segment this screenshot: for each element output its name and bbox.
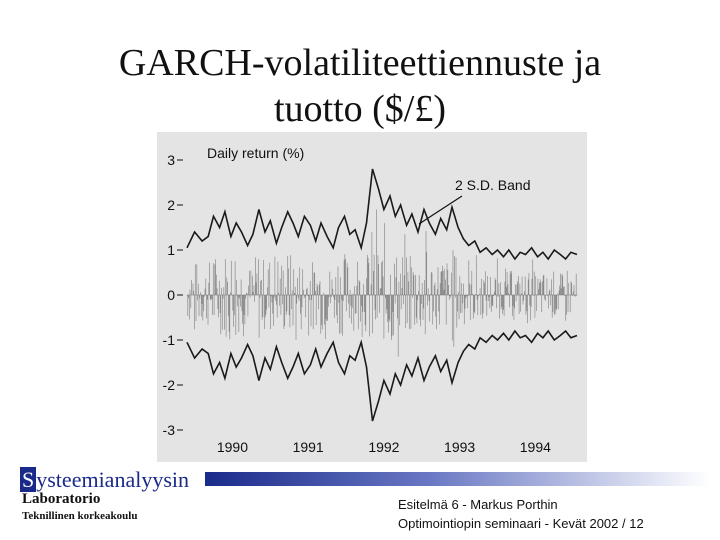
axis: 3 2 1 0 -1 -2 -3 1990 1991 1992 1993 1994 (163, 152, 577, 455)
y-tick-label: 1 (167, 242, 175, 258)
y-tick-label: -2 (163, 377, 176, 393)
slide-title-line2: tuotto ($/£) (273, 88, 447, 130)
slide-title: GARCH-volatiliteettiennuste ja tuotto ($… (60, 40, 660, 132)
x-tick-label: 1990 (217, 439, 248, 455)
footer-line2: Optimointiopin seminaari - Kevät 2002 / … (398, 516, 644, 531)
chart-title: Daily return (%) (207, 145, 304, 161)
return-chart: 3 2 1 0 -1 -2 -3 1990 1991 1992 1993 1994 Daily ret… (163, 145, 578, 455)
logo-line3: Teknillinen korkeakoulu (22, 510, 138, 522)
footer-line1: Esitelmä 6 - Markus Porthin (398, 497, 558, 512)
y-tick-label: 3 (167, 152, 175, 168)
x-tick-label: 1993 (444, 439, 475, 455)
logo-initial: S (20, 467, 37, 492)
x-tick-label: 1991 (293, 439, 324, 455)
logo-rest: ysteemianalyysin (36, 467, 189, 492)
y-tick-label: -1 (163, 332, 176, 348)
x-tick-label: 1992 (368, 439, 399, 455)
logo-wordmark: Systeemianalyysin (20, 467, 205, 492)
chart-panel: 3 2 1 0 -1 -2 -3 1990 1991 1992 1993 1994 Daily ret… (157, 132, 587, 462)
upper-band-line (186, 168, 578, 261)
y-tick-label: -3 (163, 422, 176, 438)
slide-title-line1: GARCH-volatiliteettiennuste ja (118, 42, 602, 84)
x-tick-label: 1994 (520, 439, 551, 455)
y-tick-label: 0 (167, 287, 175, 303)
band-annotation: 2 S.D. Band (455, 177, 531, 193)
logo-gradient-bar (205, 472, 710, 486)
band-series (186, 168, 578, 422)
lower-band-line (186, 329, 578, 422)
annotation-arrow (418, 195, 463, 225)
y-tick-label: 2 (167, 197, 175, 213)
logo-line2: Laboratorio (22, 491, 101, 507)
footer: Esitelmä 6 - Markus Porthin Optimointiop… (398, 495, 644, 533)
